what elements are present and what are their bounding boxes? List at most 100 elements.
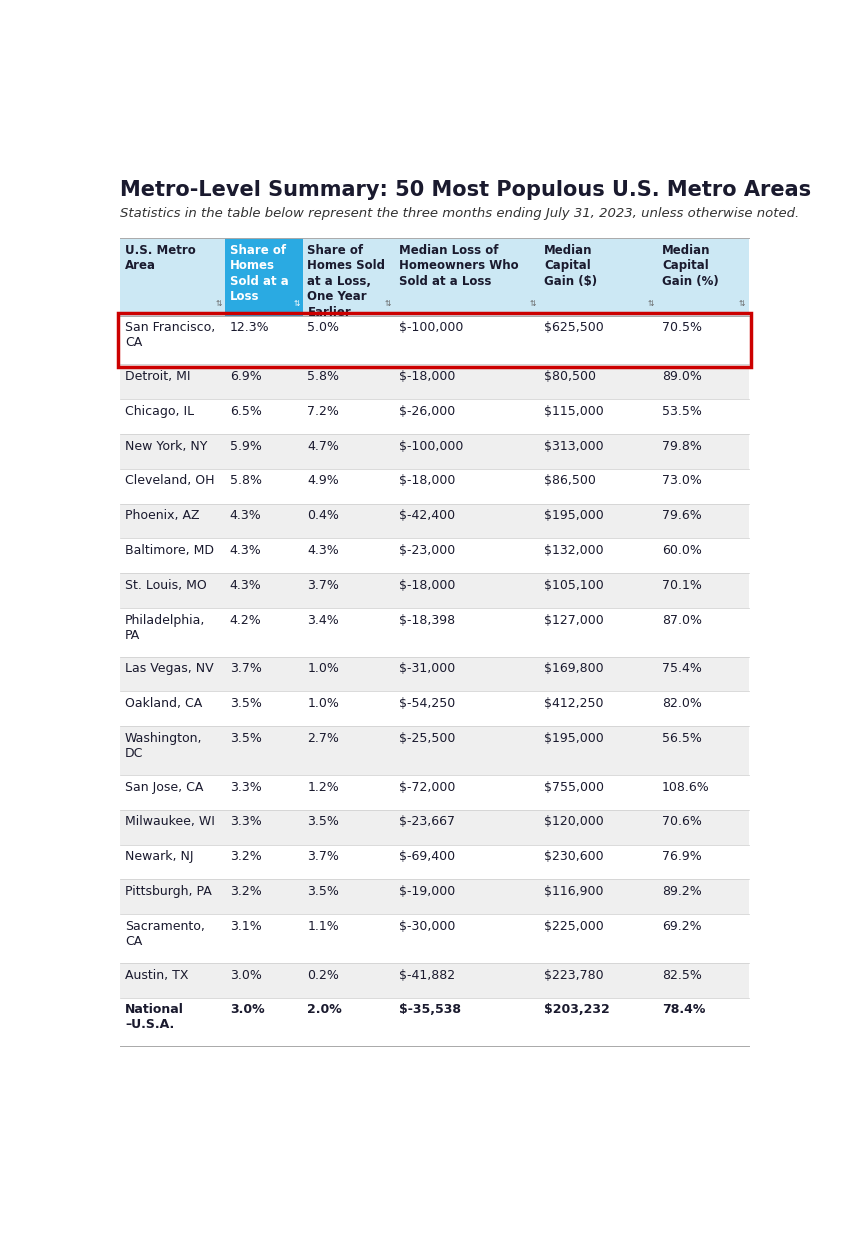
Text: 4.3%: 4.3%	[308, 545, 339, 557]
Text: Austin, TX: Austin, TX	[125, 969, 188, 981]
Bar	[120, 434, 749, 469]
Text: $-100,000: $-100,000	[399, 322, 463, 335]
Text: 1.0%: 1.0%	[308, 697, 339, 711]
Bar	[120, 657, 749, 692]
Text: 89.0%: 89.0%	[662, 370, 702, 382]
Text: ⇅: ⇅	[215, 298, 222, 307]
Text: 5.8%: 5.8%	[308, 370, 339, 382]
Text: 2.0%: 2.0%	[308, 1004, 343, 1016]
Text: 1.0%: 1.0%	[308, 663, 339, 676]
Text: $-30,000: $-30,000	[399, 920, 455, 933]
Text: $-54,250: $-54,250	[399, 697, 455, 711]
Text: San Jose, CA: San Jose, CA	[125, 780, 204, 794]
Text: $195,000: $195,000	[544, 732, 604, 745]
Bar	[120, 364, 749, 399]
Text: $-69,400: $-69,400	[399, 850, 455, 863]
Text: $86,500: $86,500	[544, 474, 596, 488]
Text: $-18,398: $-18,398	[399, 614, 455, 626]
Text: $195,000: $195,000	[544, 509, 604, 522]
Bar	[120, 726, 749, 775]
Text: ⇅: ⇅	[384, 298, 391, 307]
Text: Philadelphia,
PA: Philadelphia, PA	[125, 614, 205, 642]
Text: Detroit, MI: Detroit, MI	[125, 370, 191, 382]
Text: $625,500: $625,500	[544, 322, 604, 335]
Text: Metro-Level Summary: 50 Most Populous U.S. Metro Areas: Metro-Level Summary: 50 Most Populous U.…	[120, 180, 812, 200]
Bar	[120, 469, 749, 503]
Text: 1.1%: 1.1%	[308, 920, 339, 933]
Text: 70.1%: 70.1%	[662, 579, 702, 593]
Text: $-31,000: $-31,000	[399, 663, 455, 676]
Text: Newark, NJ: Newark, NJ	[125, 850, 193, 863]
Text: $225,000: $225,000	[544, 920, 604, 933]
Text: 3.7%: 3.7%	[308, 850, 339, 863]
Text: Share of
Homes
Sold at a
Loss: Share of Homes Sold at a Loss	[230, 244, 288, 303]
Text: $313,000: $313,000	[544, 439, 604, 453]
Text: $127,000: $127,000	[544, 614, 604, 626]
Text: 3.3%: 3.3%	[230, 815, 261, 829]
Text: National
–U.S.A.: National –U.S.A.	[125, 1004, 184, 1032]
Bar	[226, 238, 303, 316]
Bar	[120, 503, 749, 538]
Text: San Francisco,
CA: San Francisco, CA	[125, 322, 215, 350]
Text: Phoenix, AZ: Phoenix, AZ	[125, 509, 199, 522]
Text: 4.3%: 4.3%	[230, 509, 261, 522]
Text: 5.8%: 5.8%	[230, 474, 262, 488]
Text: $412,250: $412,250	[544, 697, 604, 711]
Text: 6.9%: 6.9%	[230, 370, 261, 382]
Text: 3.5%: 3.5%	[308, 886, 339, 898]
Text: 6.5%: 6.5%	[230, 405, 262, 418]
Text: 0.2%: 0.2%	[308, 969, 339, 981]
Bar	[120, 574, 749, 608]
Text: 75.4%: 75.4%	[662, 663, 702, 676]
Text: Median
Capital
Gain (%): Median Capital Gain (%)	[662, 244, 719, 288]
Text: $-25,500: $-25,500	[399, 732, 455, 745]
Text: $-23,000: $-23,000	[399, 545, 455, 557]
Text: 4.3%: 4.3%	[230, 545, 261, 557]
Text: Median
Capital
Gain ($): Median Capital Gain ($)	[544, 244, 597, 288]
Text: 79.6%: 79.6%	[662, 509, 702, 522]
Text: $-100,000: $-100,000	[399, 439, 463, 453]
Bar	[120, 399, 749, 434]
Text: Median Loss of
Homeowners Who
Sold at a Loss: Median Loss of Homeowners Who Sold at a …	[399, 244, 518, 288]
Bar	[118, 313, 751, 367]
Text: 82.0%: 82.0%	[662, 697, 702, 711]
Text: $105,100: $105,100	[544, 579, 604, 593]
Text: Las Vegas, NV: Las Vegas, NV	[125, 663, 214, 676]
Text: $-72,000: $-72,000	[399, 780, 455, 794]
Bar	[120, 692, 749, 726]
Text: 56.5%: 56.5%	[662, 732, 702, 745]
Text: U.S. Metro
Area: U.S. Metro Area	[125, 244, 196, 273]
Text: Milwaukee, WI: Milwaukee, WI	[125, 815, 215, 829]
Bar	[120, 962, 749, 998]
Text: $80,500: $80,500	[544, 370, 596, 382]
Text: ⇅: ⇅	[529, 298, 536, 307]
Text: 4.9%: 4.9%	[308, 474, 339, 488]
Text: St. Louis, MO: St. Louis, MO	[125, 579, 207, 593]
Text: 3.5%: 3.5%	[308, 815, 339, 829]
Text: ⇅: ⇅	[648, 298, 654, 307]
Text: 3.7%: 3.7%	[308, 579, 339, 593]
Text: $755,000: $755,000	[544, 780, 604, 794]
Text: $-35,538: $-35,538	[399, 1004, 460, 1016]
Text: $230,600: $230,600	[544, 850, 604, 863]
Text: $-26,000: $-26,000	[399, 405, 455, 418]
Text: 3.0%: 3.0%	[230, 969, 262, 981]
Text: 3.5%: 3.5%	[230, 697, 262, 711]
Text: Pittsburgh, PA: Pittsburgh, PA	[125, 886, 212, 898]
Text: 12.3%: 12.3%	[230, 322, 270, 335]
Bar	[120, 998, 749, 1045]
Text: $-23,667: $-23,667	[399, 815, 455, 829]
Bar	[120, 316, 749, 364]
Text: $-42,400: $-42,400	[399, 509, 455, 522]
Text: 69.2%: 69.2%	[662, 920, 702, 933]
Text: 70.5%: 70.5%	[662, 322, 702, 335]
Bar	[120, 608, 749, 657]
Text: 76.9%: 76.9%	[662, 850, 702, 863]
Text: 3.5%: 3.5%	[230, 732, 262, 745]
Text: ⇅: ⇅	[739, 298, 745, 307]
Bar	[120, 844, 749, 879]
Text: 73.0%: 73.0%	[662, 474, 702, 488]
Text: 4.7%: 4.7%	[308, 439, 339, 453]
Text: 3.3%: 3.3%	[230, 780, 261, 794]
Text: 7.2%: 7.2%	[308, 405, 339, 418]
